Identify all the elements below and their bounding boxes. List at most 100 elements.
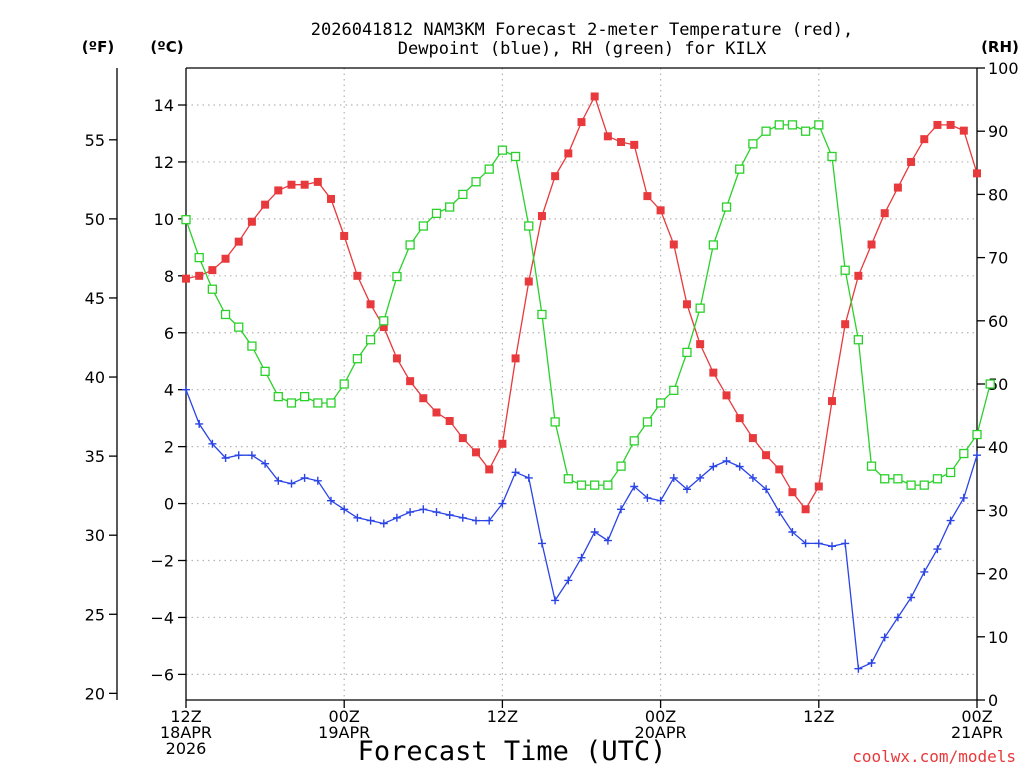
dewpoint-point [880,633,889,642]
rh-point [893,474,903,484]
dewpoint-point [959,493,968,502]
rh-point [655,398,666,408]
temperature-point [287,180,296,189]
dewpoint-point [577,553,586,562]
dewpoint-point [669,473,678,482]
rh-tick-label: 20 [988,565,1008,584]
rh-point [497,145,508,155]
fahrenheit-tick-label: 25 [85,605,105,624]
rh-point [880,474,890,484]
temperature-point [274,186,283,195]
rh-point [669,385,679,395]
temperature-point [247,217,256,226]
rh-point [932,474,943,484]
temperature-point [933,120,942,129]
dewpoint-point [458,513,467,522]
dewpoint-point [590,528,599,536]
fahrenheit-tick-label: 20 [85,684,105,703]
dewpoint-point [735,462,744,471]
dewpoint-point [247,451,256,460]
rh-point [906,480,916,490]
temperature-point [801,505,810,514]
rh-point [484,164,494,174]
temperature-point [577,118,586,127]
series-filled-square [182,92,981,514]
temperature-point [603,132,612,141]
x-tick-label: 00Z [329,707,360,726]
x-tick-label: 2026 [166,739,207,758]
series-open-square [181,120,995,490]
dewpoint-point [920,567,929,576]
x-tick-label: 00Z [645,707,676,726]
rh-point [761,126,771,136]
dewpoint-point [893,613,902,622]
temperature-point [880,209,889,218]
dewpoint-point [973,451,981,460]
grid-lines [186,68,977,700]
chart-title-line2: Dewpoint (blue), RH (green) for KILX [398,39,767,59]
rh-point [260,366,270,377]
temperature-point [735,414,744,423]
fahrenheit-tick-label: 35 [85,447,105,466]
dewpoint-point [946,516,955,525]
temperature-point [537,212,546,221]
rh-point [853,335,863,345]
temperature-point [682,300,691,309]
celsius-unit-label: (ºC) [150,38,183,56]
dewpoint-point [841,539,850,548]
temperature-point [221,254,230,263]
rh-tick-label: 40 [988,438,1008,457]
temperature-point [234,237,243,246]
temperature-point [353,271,362,280]
temperature-point [907,157,916,166]
dewpoint-point [722,456,731,465]
fahrenheit-unit-label: (ºF) [82,38,114,56]
rh-point [576,480,587,490]
temperature-point [959,126,968,135]
rh-point [550,417,560,427]
rh-point [220,309,231,320]
rh-point [313,398,323,408]
temperature-point [669,240,678,249]
celsius-tick-label: 6 [164,324,174,343]
temperature-point [920,135,929,144]
fahrenheit-tick-label: 55 [85,131,105,150]
rh-point [286,398,297,408]
dewpoint-point [564,576,573,585]
dewpoint-point [696,473,705,482]
rh-point [471,177,481,187]
dewpoint-point [208,439,217,448]
rh-tick-label: 30 [988,501,1008,520]
x-tick-label: 12Z [170,707,201,726]
dewpoint-point [472,516,480,525]
x-tick-label: 12Z [803,707,834,726]
celsius-tick-label: 2 [164,438,174,457]
x-tick-label: 20APR [635,723,687,742]
rh-point [827,151,837,162]
rh-point [431,208,442,219]
rh-point [207,284,218,294]
rh-point [814,120,824,130]
dewpoint-point [182,385,190,394]
fahrenheit-tick-label: 45 [85,289,105,308]
rh-point [181,215,191,225]
credit-link[interactable]: coolwx.com/models [852,747,1016,766]
rh-point [840,265,850,275]
x-tick-label: 00Z [961,707,992,726]
temperature-point [432,408,441,417]
temperature-point [485,465,494,474]
rh-point [510,151,521,162]
temperature-point [313,177,322,186]
rh-tick-label: 60 [988,312,1008,331]
dewpoint-point [392,513,401,522]
series-line [185,124,991,486]
rh-point [800,126,811,136]
temperature-point [379,323,388,332]
rh-point [866,461,877,471]
dewpoint-point [511,468,520,477]
temperature-point [722,391,731,400]
dewpoint-point [353,513,362,522]
rh-point [458,189,468,200]
rh-point [721,202,732,212]
rh-point [748,139,758,149]
